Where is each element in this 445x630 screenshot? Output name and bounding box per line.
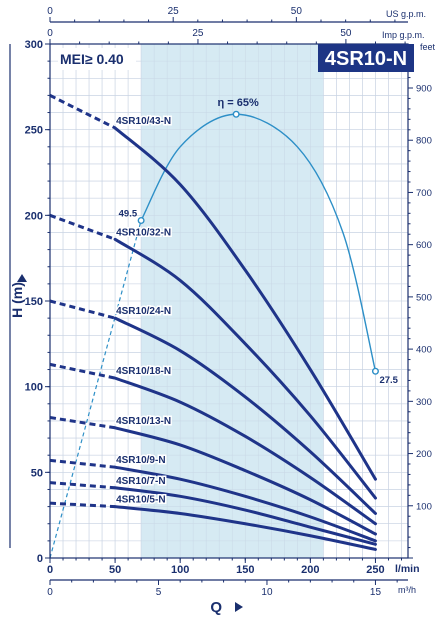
efficiency-point: [371, 367, 379, 375]
feet-tick-label: 900: [416, 83, 432, 94]
y-axis-title: H (m): [9, 282, 25, 318]
y-tick-label: 100: [25, 382, 43, 394]
feet-unit-label: feet: [420, 42, 436, 52]
pump-curve-solid: [113, 426, 377, 536]
feet-tick-label: 300: [416, 397, 432, 408]
efficiency-curve: η = 65% 49.5 27.5: [49, 97, 399, 559]
y-tick-label: 300: [25, 39, 43, 51]
impgpm-tick-label: 0: [47, 28, 53, 39]
m3h-tick-label: 0: [47, 587, 53, 598]
pump-curve-solid: [113, 126, 377, 481]
m3h-unit-label: m³/h: [398, 585, 416, 595]
usgpm-tick-label: 25: [168, 6, 180, 17]
pump-curve-solid: [113, 486, 377, 546]
pump-curve-dashed: [49, 416, 116, 430]
pump-curve-dashed: [49, 213, 116, 241]
x-axis-arrow-icon: [235, 602, 243, 612]
series-label: 4SR10/13-N: [116, 416, 171, 427]
efficiency-line: [140, 113, 377, 372]
mei-box: [58, 48, 136, 70]
pump-curve-dashed: [49, 501, 116, 509]
series-label: 4SR10/43-N: [116, 116, 171, 127]
pump-curve-solid: [113, 316, 377, 515]
feet-tick-label: 500: [416, 292, 432, 303]
pump-curve-dashed: [49, 458, 116, 469]
x-tick-label: 200: [301, 564, 319, 576]
series-label: 4SR10/5-N: [116, 495, 165, 506]
y-tick-label: 50: [31, 467, 43, 479]
impgpm-tick-label: 50: [340, 28, 352, 39]
series-label: 4SR10/24-N: [116, 306, 171, 317]
x-tick-label: 150: [236, 564, 254, 576]
impgpm-tick-label: 25: [192, 28, 204, 39]
efficiency-left-label: 49.5: [119, 208, 138, 219]
feet-tick-label: 800: [416, 136, 432, 147]
model-badge-label: 4SR10-N: [325, 48, 407, 70]
series-label: 4SR10/7-N: [116, 476, 165, 487]
series-label: 4SR10/32-N: [116, 227, 171, 238]
x-tick-label: 0: [47, 564, 53, 576]
m3h-tick-label: 15: [370, 587, 382, 598]
efficiency-point: [232, 110, 240, 118]
feet-tick-label: 200: [416, 449, 432, 460]
usgpm-tick-label: 0: [47, 6, 53, 17]
m3h-tick-label: 10: [261, 587, 273, 598]
pump-curve-dashed: [49, 94, 116, 130]
pump-curve-dashed: [49, 362, 116, 380]
usgpm-tick-label: 50: [291, 6, 303, 17]
series-label: 4SR10/9-N: [116, 455, 165, 466]
efficiency-point: [137, 216, 145, 224]
y-tick-label: 200: [25, 210, 43, 222]
impgpm-unit-label: Imp g.p.m.: [382, 30, 425, 40]
x-tick-label: 100: [171, 564, 189, 576]
pump-curve-solid: [113, 465, 377, 543]
y-axis-arrow-icon: [17, 274, 27, 282]
pump-curve-dashed: [49, 299, 116, 320]
feet-tick-label: 700: [416, 188, 432, 199]
efficiency-right-label: 27.5: [379, 375, 398, 386]
m3h-tick-label: 5: [156, 587, 162, 598]
efficiency-label: η = 65%: [218, 97, 259, 109]
pump-curve-solid: [113, 376, 377, 526]
x-unit-label: l/min: [395, 563, 420, 575]
pump-curve-solid: [113, 237, 377, 500]
feet-tick-label: 400: [416, 345, 432, 356]
feet-tick-label: 600: [416, 240, 432, 251]
y-tick-label: 250: [25, 125, 43, 137]
efficiency-dashed-line: [49, 220, 142, 559]
pump-curves: 4SR10/43-N 4SR10/32-N 4SR10/24-N 4SR10/18-N…: [49, 94, 377, 551]
y-tick-label: 0: [37, 553, 43, 565]
mei-label: MEI≥ 0.40: [60, 51, 124, 67]
x-tick-label: 250: [366, 564, 384, 576]
feet-tick-label: 100: [416, 501, 432, 512]
y-tick-label: 150: [25, 296, 43, 308]
x-axis-title: Q: [210, 599, 222, 616]
series-label: 4SR10/18-N: [116, 366, 171, 377]
grid-lines-over-band: [49, 43, 408, 559]
model-badge: [318, 44, 414, 72]
pump-curve-dashed: [49, 481, 116, 490]
usgpm-unit-label: US g.p.m.: [386, 9, 426, 19]
pump-curve-solid: [113, 505, 377, 551]
x-tick-label: 50: [109, 564, 121, 576]
